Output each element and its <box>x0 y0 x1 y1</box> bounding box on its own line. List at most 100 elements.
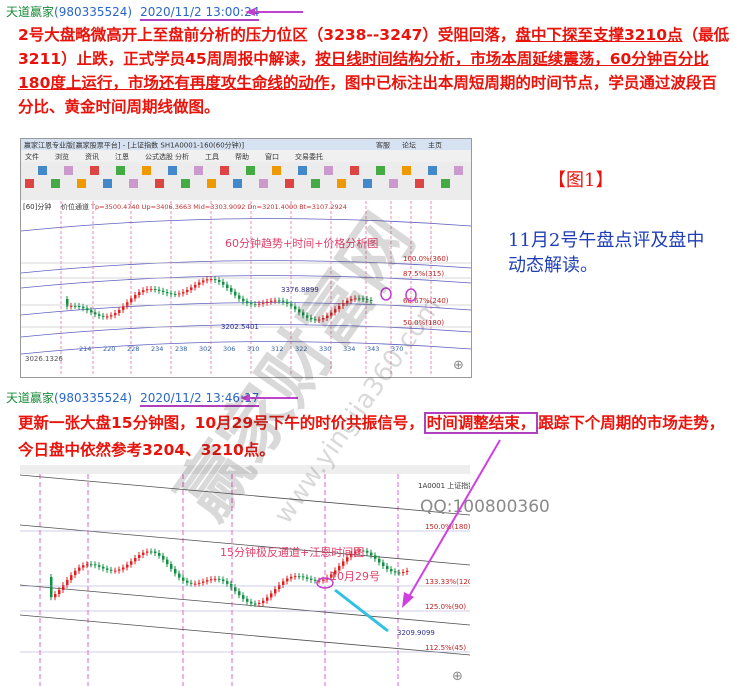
candle-body <box>318 319 321 321</box>
candle-body <box>50 577 53 598</box>
candle-body <box>286 578 289 582</box>
candle-body <box>350 299 353 301</box>
candle-body <box>190 287 193 290</box>
time-label: 312 <box>271 345 283 353</box>
tool-icon <box>272 166 281 175</box>
candle-body <box>138 554 141 559</box>
post-text: 更新一张大盘15分钟图，10月29号下午的时价共振信号， 时间调整结束， 跟踪下个周… <box>18 410 730 464</box>
chart-title: 15分钟极反通道+江恩时间图 <box>220 545 364 559</box>
candle-body <box>318 580 321 582</box>
candle-body <box>342 561 345 566</box>
candle-body <box>366 299 369 301</box>
candle-body <box>278 584 281 590</box>
candle-body <box>162 555 165 560</box>
candle-body <box>186 580 189 583</box>
tool-icon <box>389 179 398 188</box>
candle-body <box>234 291 237 296</box>
figure-note: 11月2号午盘点评及盘中动态解读。 <box>508 230 705 276</box>
candle-body <box>66 299 69 307</box>
candle-body <box>298 309 301 313</box>
highlight-circle <box>405 288 417 302</box>
menu-item: 公式选股 <box>145 152 173 161</box>
candle-body <box>194 284 197 288</box>
candle-body <box>74 570 77 576</box>
candle-body <box>162 290 165 293</box>
candle-body <box>250 601 253 604</box>
candle-body <box>98 565 101 567</box>
tool-icon <box>428 166 437 175</box>
window-title: 赢家江恩专业版[赢家股票平台] - [上证指数 SH1A0001-160(60分… <box>24 141 244 150</box>
text-segment: ，图中已标注出本周短周期的时间节点，学员通过波段百分比、黄金时间周期线做图。 <box>18 74 717 116</box>
candle-body <box>78 567 81 571</box>
tool-icon <box>324 166 333 175</box>
candle-body <box>154 551 157 554</box>
candle-body <box>122 567 125 570</box>
channel-line <box>21 275 471 289</box>
tool-icon <box>181 179 190 188</box>
candle-body <box>246 598 249 602</box>
candle-body <box>150 551 153 553</box>
candle-body <box>178 293 181 295</box>
candle-body <box>338 565 341 571</box>
candle-body <box>150 289 153 291</box>
chart-image: 赢家江恩专业版[赢家股票平台] - [上证指数 SH1A0001-160(60分… <box>20 138 472 378</box>
time-label: 370 <box>391 345 403 353</box>
text-segment: 2号大盘略微高开上至盘前分析的压力位区（3238--3247）受阻回落， <box>18 26 516 44</box>
candle-body <box>354 551 357 554</box>
candle-body <box>346 300 349 304</box>
candle-body <box>314 319 317 321</box>
text-segment: 跟踪下个周期的市场走势，今日盘中依然参考3204、3210点。 <box>18 414 725 459</box>
candle-body <box>106 316 109 318</box>
candle-body <box>122 306 125 310</box>
candle-body <box>78 305 81 307</box>
candle-body <box>378 558 381 563</box>
candle-body <box>210 579 213 581</box>
candle-body <box>114 570 117 572</box>
candle-body <box>230 583 233 588</box>
tool-icon <box>64 166 73 175</box>
highlight-circle <box>380 287 392 301</box>
candle-body <box>390 569 393 572</box>
menu-item: 窗口 <box>265 152 279 161</box>
menu-item: 江恩 <box>115 153 129 161</box>
candle-body <box>202 280 205 283</box>
candle-body <box>66 580 69 586</box>
candle-body <box>198 282 201 285</box>
time-label: 330 <box>319 345 331 353</box>
menu-item: 分析 <box>175 152 189 161</box>
tool-icon <box>25 179 34 188</box>
candle-body <box>142 552 145 555</box>
tool-icon <box>220 166 229 175</box>
tab: 主页 <box>428 141 442 150</box>
candle-body <box>110 569 113 571</box>
candle-body <box>94 312 97 315</box>
arrow-icon <box>240 394 298 402</box>
candle-body <box>90 564 93 566</box>
tool-icon <box>168 166 177 175</box>
candle-body <box>246 301 249 304</box>
candle-body <box>142 290 145 293</box>
candle-body <box>306 577 309 579</box>
candle-body <box>238 591 241 596</box>
candle-body <box>314 579 317 581</box>
panel-label: [60]分钟 <box>23 202 51 211</box>
menu-item: 资讯 <box>85 152 99 161</box>
arrow-head <box>240 394 250 402</box>
tool-icon <box>51 179 60 188</box>
channel-line <box>21 218 471 232</box>
tool-icon <box>454 166 463 175</box>
candle-body <box>258 303 261 305</box>
menu-item: 文件 <box>25 152 39 161</box>
post-header: 天道赢家(980335524) 2020/11/2 13:00:24 <box>6 3 260 21</box>
time-label: 343 <box>367 345 379 353</box>
candle-body <box>238 295 241 299</box>
candle-body <box>334 309 337 313</box>
sender-name: 天道赢家 <box>6 391 55 405</box>
text-segment: 时间调整结束， <box>423 412 539 434</box>
time-label: 334 <box>343 345 355 353</box>
channel-line <box>20 524 470 566</box>
candle-body <box>166 292 169 294</box>
level-label: 125.0%(90) <box>425 603 466 611</box>
qq-label: QQ:100800360 <box>420 497 550 517</box>
figure-caption: 【图1】 <box>548 170 614 191</box>
